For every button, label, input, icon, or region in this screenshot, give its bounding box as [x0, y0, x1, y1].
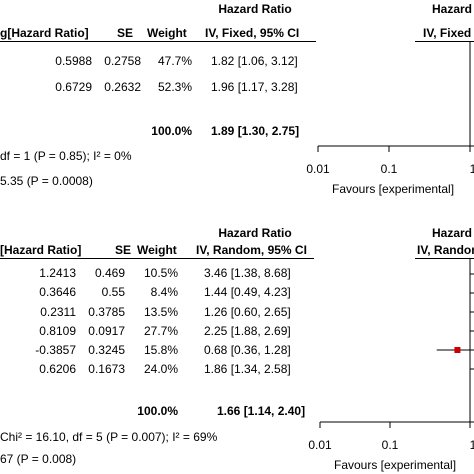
- bottom-overall-effect: 67 (P = 0.008): [0, 452, 77, 466]
- bottom-row-4-weight: 27.7%: [143, 324, 178, 338]
- bottom-row-6-ci: 1.86 [1.34, 2.58]: [204, 362, 291, 376]
- bottom-row-2-ci: 1.44 [0.49, 4.23]: [204, 285, 291, 299]
- top-tick-1: 1: [469, 162, 474, 176]
- top-overall-effect: 5.35 (P = 0.0008): [0, 174, 93, 188]
- bottom-col-se: SE: [115, 243, 132, 257]
- top-hr-title: Hazard Ratio: [218, 2, 292, 16]
- bottom-tick-0.01: 0.01: [308, 438, 332, 452]
- bottom-row-3-weight: 13.5%: [143, 305, 178, 319]
- bottom-row-6-loghr: 0.6206: [39, 362, 76, 376]
- top-header-rule: [0, 41, 316, 42]
- top-heterogeneity: df = 1 (P = 0.85); I² = 0%: [0, 149, 132, 163]
- top-total-ci: 1.89 [1.30, 2.75]: [211, 124, 300, 138]
- bottom-row-4-loghr: 0.8109: [39, 324, 76, 338]
- top-row-1-se: 0.2758: [104, 54, 141, 68]
- bottom-row-1-ci: 3.46 [1.38, 8.68]: [204, 266, 291, 280]
- bottom-right-title: Hazard: [432, 226, 473, 240]
- top-axis-label: Favours [experimental]: [332, 182, 455, 196]
- bottom-plot-header-rule: [415, 258, 474, 259]
- bottom-study-marks: [436, 273, 474, 370]
- bottom-row-5-weight: 15.8%: [143, 343, 178, 357]
- top-row-2-ci: 1.96 [1.17, 3.28]: [211, 80, 298, 94]
- bottom-row-1-loghr: 1.2413: [39, 266, 76, 280]
- bottom-row-4-se: 0.0917: [88, 324, 125, 338]
- bottom-row-4-ci: 2.25 [1.88, 2.69]: [204, 324, 291, 338]
- bottom-row-3-ci: 1.26 [0.60, 2.65]: [204, 305, 291, 319]
- bottom-row-2-weight: 8.4%: [150, 285, 178, 299]
- bottom-tick-1: 1: [469, 438, 474, 452]
- top-tick-0.1: 0.1: [380, 162, 398, 176]
- top-col-weight: Weight: [147, 26, 187, 40]
- bottom-row-5-ci: 0.68 [0.36, 1.28]: [204, 343, 291, 357]
- top-row-2-loghr: 0.6729: [55, 80, 92, 94]
- bottom-row-5-loghr: -0.3857: [35, 343, 76, 357]
- top-row-2-se: 0.2632: [104, 80, 141, 94]
- bottom-total-weight: 100.0%: [137, 404, 178, 418]
- bottom-row-6-weight: 24.0%: [143, 362, 178, 376]
- bottom-row-2-se: 0.55: [101, 285, 125, 299]
- top-plot-header-rule: [415, 41, 474, 42]
- bottom-header-rule: [0, 258, 314, 259]
- bottom-col-weight: Weight: [137, 243, 177, 257]
- top-col-se: SE: [117, 26, 134, 40]
- bottom-row-3-loghr: 0.2311: [40, 305, 76, 319]
- bottom-row-1-weight: 10.5%: [143, 266, 178, 280]
- bottom-tick-0.1: 0.1: [381, 438, 399, 452]
- top-right-method: IV, Fixed: [423, 26, 472, 40]
- top-tick-0.01: 0.01: [306, 162, 330, 176]
- bottom-row-6-se: 0.1673: [88, 362, 125, 376]
- bottom-col-loghr: [Hazard Ratio]: [0, 243, 82, 257]
- bottom-right-method: IV, Random: [417, 243, 474, 257]
- bottom-row-5-se: 0.3245: [88, 343, 125, 357]
- study-point-marker: [454, 347, 461, 353]
- bottom-row-2-loghr: 0.3646: [39, 285, 76, 299]
- top-total-weight: 100.0%: [151, 124, 192, 138]
- bottom-col-ci: IV, Random, 95% CI: [196, 243, 307, 257]
- top-row-1-ci: 1.82 [1.06, 3.12]: [211, 54, 298, 68]
- top-col-ci: IV, Fixed, 95% CI: [205, 26, 300, 40]
- bottom-row-1-se: 0.469: [94, 266, 125, 280]
- bottom-row-3-se: 0.3785: [88, 305, 125, 319]
- bottom-total-ci: 1.66 [1.14, 2.40]: [217, 404, 306, 418]
- top-col-loghr: g[Hazard Ratio]: [0, 26, 89, 40]
- top-row-2-weight: 52.3%: [157, 80, 192, 94]
- bottom-heterogeneity: Chi² = 16.10, df = 5 (P = 0.007); I² = 6…: [0, 430, 218, 444]
- top-right-title: Hazard: [432, 2, 473, 16]
- top-row-1-loghr: 0.5988: [55, 54, 92, 68]
- bottom-hr-title: Hazard Ratio: [218, 226, 292, 240]
- top-row-1-weight: 47.7%: [157, 54, 192, 68]
- bottom-axis-label: Favours [experimental]: [334, 458, 457, 472]
